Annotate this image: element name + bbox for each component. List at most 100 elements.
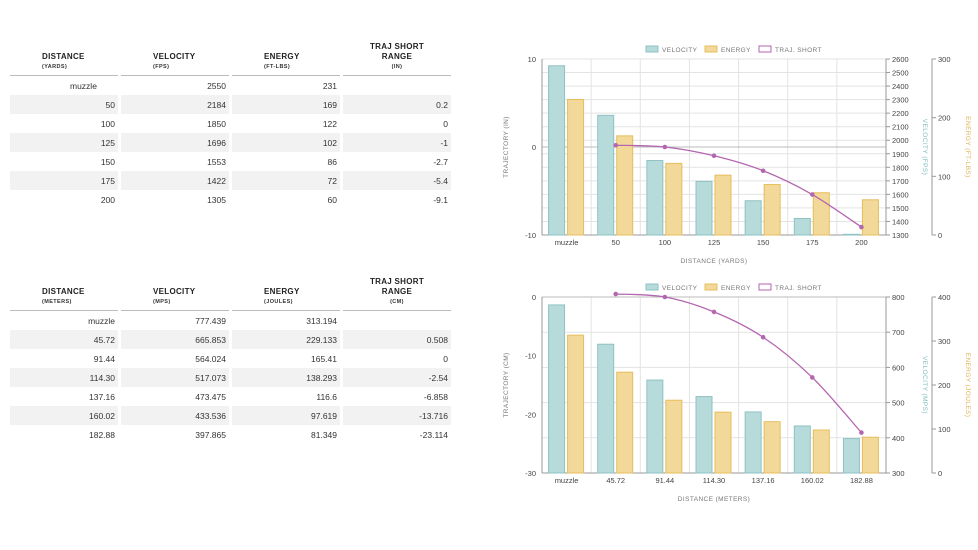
table-row: 160.02 433.536 97.619 -13.716 xyxy=(10,406,451,425)
y-axis-title-trajectory: TRAJECTORY (CM) xyxy=(503,352,510,417)
table-row: muzzle 777.439 313.194 xyxy=(10,311,451,330)
y-tick-label-velocity: 1600 xyxy=(892,190,909,199)
trajectory-point xyxy=(613,291,619,297)
cell-traj: -5.4 xyxy=(343,171,451,190)
legend-swatch xyxy=(758,283,772,291)
x-tick-label: muzzle xyxy=(555,238,579,247)
cell-distance: 45.72 xyxy=(10,330,118,349)
y-tick-label-trajectory: 10 xyxy=(528,55,536,64)
cell-velocity: 1422 xyxy=(121,171,229,190)
cell-distance: muzzle xyxy=(70,80,97,91)
y-tick-label-velocity: 1400 xyxy=(892,217,909,226)
table-row: muzzle 2550 231 xyxy=(10,76,451,95)
trajectory-point xyxy=(809,375,815,380)
x-tick-label: 91.44 xyxy=(655,476,674,485)
cell-velocity: 517.073 xyxy=(121,368,229,387)
table-row: 200 1305 60 -9.1 xyxy=(10,190,451,209)
cell-traj: 0.2 xyxy=(343,95,451,114)
x-tick-label: 125 xyxy=(708,238,721,247)
cell-distance: 114.30 xyxy=(10,368,118,387)
cell-distance: 91.44 xyxy=(93,353,115,364)
cell-traj: -2.54 xyxy=(343,368,451,387)
energy-bar xyxy=(616,135,634,236)
cell-energy: 116.6 xyxy=(316,391,337,402)
y-tick-label-velocity: 500 xyxy=(892,399,905,408)
x-tick-label: 137.16 xyxy=(752,476,775,485)
y-tick-label-trajectory: -10 xyxy=(525,231,536,240)
x-tick-label: 50 xyxy=(612,238,620,247)
trajectory-point xyxy=(711,153,717,159)
legend-label: TRAJ. SHORT xyxy=(775,47,822,54)
trajectory-point xyxy=(613,142,619,148)
y-tick-label-energy: 100 xyxy=(938,172,951,181)
y-axis-title-velocity: VELOCITY (MPS) xyxy=(921,356,928,414)
energy-bar xyxy=(763,421,781,474)
y-tick-label-velocity: 400 xyxy=(892,434,905,443)
energy-bar xyxy=(665,162,683,236)
energy-bar xyxy=(567,334,585,474)
cell-distance: muzzle xyxy=(88,315,115,326)
velocity-bar xyxy=(793,425,811,474)
y-tick-label-velocity: 700 xyxy=(892,328,905,337)
cell-velocity: 1305 xyxy=(207,194,226,205)
y-tick-label-trajectory: -30 xyxy=(525,469,536,478)
table-row: 91.44 564.024 165.41 0 xyxy=(10,349,451,368)
col-header-traj: TRAJ SHORT RANGE (CM) xyxy=(343,277,451,311)
col-header-velocity: VELOCITY (FPS) xyxy=(121,42,229,76)
cell-velocity: 397.865 xyxy=(195,429,226,440)
col-header-distance: DISTANCE (YARDS) xyxy=(10,42,118,76)
y-tick-label-trajectory: -20 xyxy=(525,410,536,419)
cell-energy: 122 xyxy=(322,118,337,129)
cell-energy: 97.619 xyxy=(232,406,340,425)
legend-swatch xyxy=(645,283,659,291)
cell-velocity: 665.853 xyxy=(121,330,229,349)
cell-velocity: 777.439 xyxy=(195,315,226,326)
x-axis-title: DISTANCE (METERS) xyxy=(678,496,750,503)
velocity-bar xyxy=(744,200,762,236)
table-row: 50 2184 169 0.2 xyxy=(10,95,451,114)
y-tick-label-trajectory: 0 xyxy=(532,143,536,152)
energy-bar xyxy=(763,184,781,236)
energy-bar xyxy=(616,371,634,474)
cell-velocity: 564.024 xyxy=(195,353,226,364)
cell-velocity: 2550 xyxy=(207,80,226,91)
cell-traj: -6.858 xyxy=(423,391,448,402)
y-tick-label-velocity: 1300 xyxy=(892,231,909,240)
cell-energy: 81.349 xyxy=(311,429,337,440)
cell-velocity: 1553 xyxy=(207,156,226,167)
x-axis-title: DISTANCE (YARDS) xyxy=(681,258,748,265)
cell-traj xyxy=(343,311,451,330)
trajectory-line xyxy=(615,293,862,434)
y-axis-title-energy: ENERGY (FT-LBS) xyxy=(964,116,971,178)
y-tick-label-energy: 0 xyxy=(938,469,942,478)
table-row: 182.88 397.865 81.349 -23.114 xyxy=(10,425,451,444)
table-row: 125 1696 102 -1 xyxy=(10,133,451,152)
cell-velocity: 1850 xyxy=(207,118,226,129)
y-tick-label-velocity: 600 xyxy=(892,363,905,372)
x-tick-label: 160.02 xyxy=(801,476,824,485)
trajectory-point xyxy=(662,294,668,300)
y-tick-label-velocity: 1700 xyxy=(892,177,909,186)
col-header-traj: TRAJ SHORT RANGE (IN) xyxy=(343,42,451,76)
energy-bar xyxy=(665,399,683,474)
trajectory-line xyxy=(615,144,862,228)
cell-distance: 125 xyxy=(10,133,118,152)
legend-swatch xyxy=(645,45,659,53)
x-tick-label: 45.72 xyxy=(606,476,625,485)
cell-energy: 72 xyxy=(232,171,340,190)
cell-traj: -9.1 xyxy=(433,194,448,205)
table-row: 114.30 517.073 138.293 -2.54 xyxy=(10,368,451,387)
x-tick-label: 114.30 xyxy=(703,476,725,485)
x-tick-label: 182.88 xyxy=(850,476,873,485)
y-tick-label-velocity: 800 xyxy=(892,293,905,302)
y-tick-label-velocity: 1900 xyxy=(892,150,909,159)
velocity-bar xyxy=(695,180,713,236)
energy-bar xyxy=(714,411,732,474)
x-tick-label: 200 xyxy=(855,238,868,247)
cell-energy: 229.133 xyxy=(232,330,340,349)
cell-velocity: 2184 xyxy=(121,95,229,114)
cell-traj: -23.114 xyxy=(419,429,448,440)
trajectory-point xyxy=(760,168,766,174)
y-tick-label-velocity: 300 xyxy=(892,469,905,478)
cell-energy: 231 xyxy=(322,80,337,91)
